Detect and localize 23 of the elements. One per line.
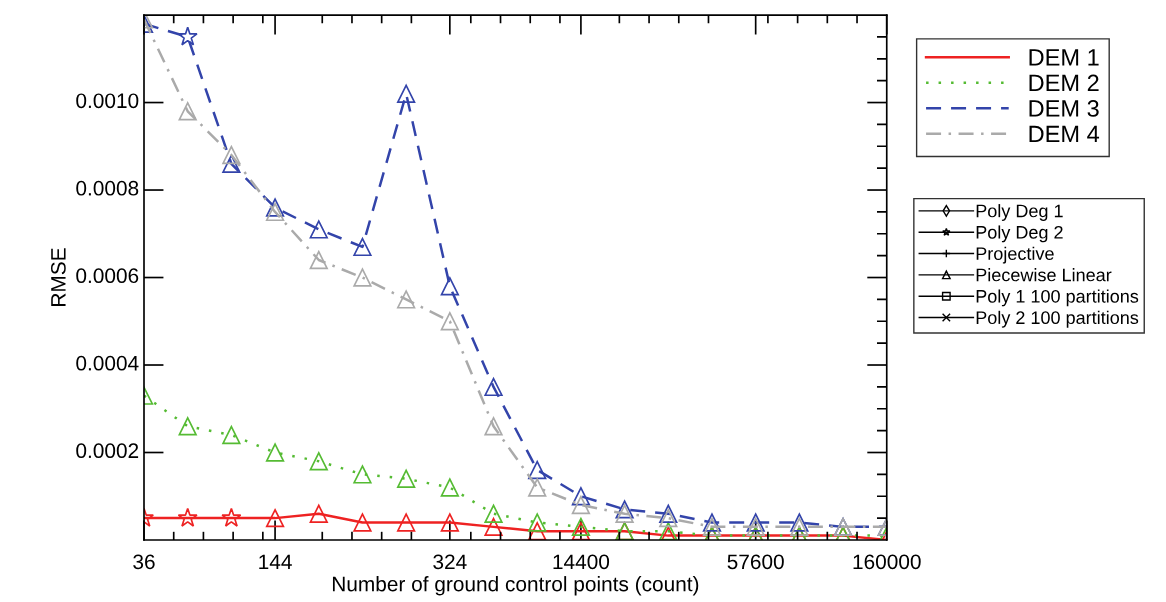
legend-label: Poly 2 100 partitions [976,310,1139,328]
x-axis-title: Number of ground control points (count) [332,576,699,596]
x-tick-label: 36 [133,554,155,570]
y-tick-label: 0.0006 [76,268,139,284]
legend-label: Poly Deg 1 [976,204,1063,221]
legend-label: Poly 1 100 partitions [976,289,1139,307]
legend-label: Projective [976,246,1054,264]
x-tick-label: 57600 [727,554,784,570]
x-tick-label: 144 [259,554,292,569]
y-tick-label: 0.0008 [76,180,139,196]
x-tick-label: 160000 [853,554,921,570]
legend-label: DEM 1 [1029,49,1099,66]
legend-label: Piecewise Linear [976,268,1112,282]
legend-label: DEM 4 [1029,125,1100,143]
y-tick-label: 0.0004 [76,355,139,371]
y-axis-title: RMSE [51,248,66,306]
legend-label: DEM 3 [1029,100,1099,117]
legend-label: Poly Deg 2 [976,225,1063,243]
y-tick-label: 0.0010 [76,93,139,109]
y-tick-label: 0.0002 [76,443,139,459]
x-tick-label: 324 [433,554,467,570]
legend-label: DEM 2 [1029,74,1099,91]
x-tick-label: 14400 [553,554,610,570]
